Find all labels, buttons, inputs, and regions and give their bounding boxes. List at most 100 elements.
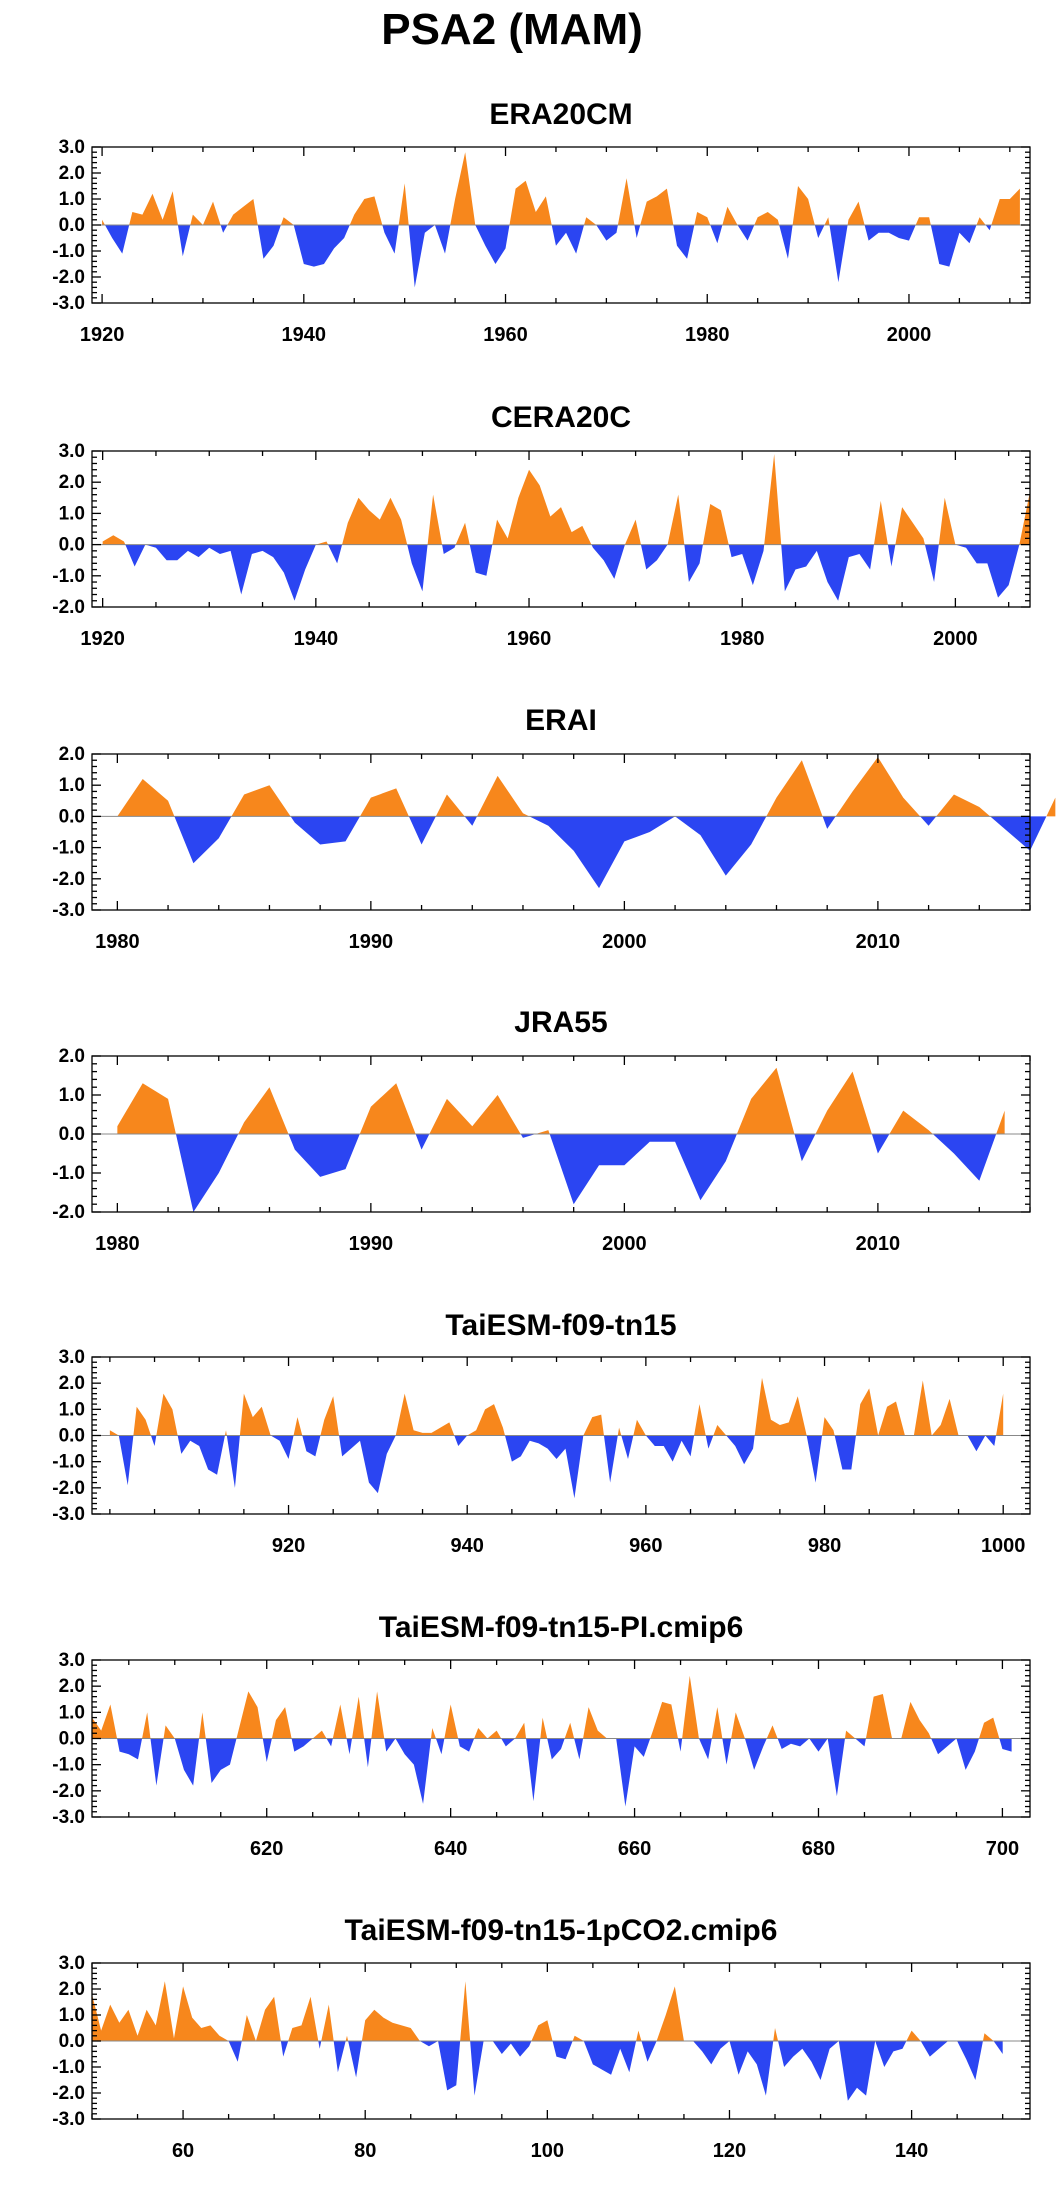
x-tick-label: 2010 — [856, 1233, 901, 1255]
y-tick-label: -2.0 — [52, 869, 85, 890]
y-tick-label: 3.0 — [59, 1347, 85, 1368]
panels: ERA20CM 3.0 2.0 1.0 0.0 -1.0 -2.0 -3.0 1920 1940 1… — [52, 98, 1056, 2162]
x-tick-label: 2000 — [933, 628, 978, 650]
y-tick-label: 3.0 — [59, 137, 85, 158]
plot-frame — [91, 450, 1031, 608]
plot-frame — [91, 753, 1031, 911]
y-tick-label: -1.0 — [52, 566, 85, 587]
x-tick-label: 1000 — [981, 1535, 1026, 1557]
x-tick-label: 1960 — [483, 324, 528, 346]
negative-area — [92, 2041, 1003, 2101]
negative-area — [102, 544, 1030, 601]
y-tick-label: 2.0 — [59, 744, 85, 765]
negative-area — [92, 1738, 1012, 1807]
x-tick-label: 1980 — [720, 628, 765, 650]
positive-area — [102, 152, 1020, 225]
y-tick-label: 2.0 — [59, 472, 85, 493]
y-tick-label: 2.0 — [59, 1046, 85, 1067]
y-tick-label: 1.0 — [59, 2005, 85, 2026]
x-tick-label: 1980 — [685, 324, 730, 346]
x-tick-label: 2000 — [602, 1233, 647, 1255]
negative-area — [117, 816, 1056, 889]
y-tick-label: 2.0 — [59, 1979, 85, 2000]
y-tick-label: 0.0 — [59, 1124, 85, 1145]
panel-title: TaiESM-f09-tn15 — [445, 1309, 676, 1342]
negative-area — [102, 225, 1020, 288]
panel-title: JRA55 — [514, 1006, 607, 1039]
x-tick-label: 980 — [808, 1535, 841, 1557]
y-tick-label: -1.0 — [52, 1755, 85, 1776]
x-tick-label: 1920 — [80, 628, 125, 650]
panel-1: ERA20CM 3.0 2.0 1.0 0.0 -1.0 -2.0 -3.0 1920 1940 1… — [52, 98, 1031, 346]
y-tick-label: 3.0 — [59, 441, 85, 462]
x-tick-label: 120 — [713, 2140, 746, 2162]
y-tick-label: 2.0 — [59, 1373, 85, 1394]
panel-3: ERAI 2.0 1.0 0.0 -1.0 -2.0 -3.0 1980 1990 2000 201… — [52, 704, 1056, 953]
x-tick-label: 80 — [354, 2140, 376, 2162]
x-tick-label: 1920 — [80, 324, 125, 346]
y-tick-label: 1.0 — [59, 1399, 85, 1420]
y-tick-label: -2.0 — [52, 2083, 85, 2104]
y-tick-label: -3.0 — [52, 2109, 85, 2130]
x-tick-label: 1990 — [349, 1233, 394, 1255]
x-tick-label: 660 — [618, 1838, 651, 1860]
panel-6: TaiESM-f09-tn15-PI.cmip6 3.0 2.0 1.0 0.0 -1.0… — [52, 1611, 1031, 1860]
x-tick-label: 700 — [986, 1838, 1019, 1860]
positive-area — [92, 1981, 1003, 2041]
x-tick-label: 920 — [272, 1535, 305, 1557]
panel-title: ERA20CM — [489, 98, 632, 131]
y-tick-label: 1.0 — [59, 1702, 85, 1723]
panel-title: TaiESM-f09-tn15-1pCO2.cmip6 — [345, 1914, 778, 1947]
x-tick-label: 680 — [802, 1838, 835, 1860]
y-tick-label: 1.0 — [59, 189, 85, 210]
positive-area — [92, 1675, 1012, 1739]
x-tick-label: 2000 — [602, 931, 647, 953]
y-tick-label: -3.0 — [52, 900, 85, 921]
panel-2: CERA20C 3.0 2.0 1.0 0.0 -1.0 -2.0 1920 1940 1960 1… — [52, 401, 1031, 650]
y-tick-label: 0.0 — [59, 1426, 85, 1447]
y-tick-label: 3.0 — [59, 1953, 85, 1974]
y-tick-label: -2.0 — [52, 597, 85, 618]
x-tick-label: 1960 — [507, 628, 552, 650]
y-tick-label: 1.0 — [59, 775, 85, 796]
x-tick-label: 60 — [172, 2140, 194, 2162]
negative-area — [117, 1134, 1005, 1212]
panel-title: TaiESM-f09-tn15-PI.cmip6 — [379, 1611, 744, 1644]
positive-area — [117, 1067, 1005, 1134]
panel-7: TaiESM-f09-tn15-1pCO2.cmip6 3.0 2.0 1.0 0.0 -… — [52, 1914, 1031, 2162]
positive-area — [117, 757, 1056, 817]
x-tick-label: 2000 — [887, 324, 932, 346]
y-tick-label: 1.0 — [59, 1085, 85, 1106]
y-tick-label: 2.0 — [59, 1676, 85, 1697]
y-tick-label: -1.0 — [52, 241, 85, 262]
x-tick-label: 1940 — [294, 628, 339, 650]
positive-area — [109, 1377, 1004, 1436]
x-tick-label: 1980 — [95, 931, 140, 953]
y-tick-label: -1.0 — [52, 1452, 85, 1473]
negative-area — [109, 1435, 1004, 1499]
y-tick-label: 1.0 — [59, 503, 85, 524]
y-tick-label: 2.0 — [59, 163, 85, 184]
x-tick-label: 620 — [250, 1838, 283, 1860]
y-tick-label: 0.0 — [59, 2031, 85, 2052]
y-tick-label: 0.0 — [59, 806, 85, 827]
y-tick-label: -1.0 — [52, 2057, 85, 2078]
x-tick-label: 640 — [434, 1838, 467, 1860]
y-tick-label: 0.0 — [59, 215, 85, 236]
y-tick-label: -3.0 — [52, 1807, 85, 1828]
positive-area — [102, 454, 1030, 545]
y-tick-label: 0.0 — [59, 1729, 85, 1750]
y-tick-label: -2.0 — [52, 1202, 85, 1223]
y-tick-label: -1.0 — [52, 838, 85, 859]
x-tick-label: 960 — [629, 1535, 662, 1557]
x-tick-label: 140 — [895, 2140, 928, 2162]
y-tick-label: 3.0 — [59, 1650, 85, 1671]
panel-title: CERA20C — [491, 401, 631, 434]
panel-5: TaiESM-f09-tn15 3.0 2.0 1.0 0.0 -1.0 -2.0 -3.0 9… — [52, 1309, 1031, 1557]
x-tick-label: 1990 — [349, 931, 394, 953]
y-tick-label: -2.0 — [52, 1478, 85, 1499]
y-tick-label: -1.0 — [52, 1163, 85, 1184]
x-tick-label: 2010 — [856, 931, 901, 953]
panel-title: ERAI — [525, 704, 597, 737]
